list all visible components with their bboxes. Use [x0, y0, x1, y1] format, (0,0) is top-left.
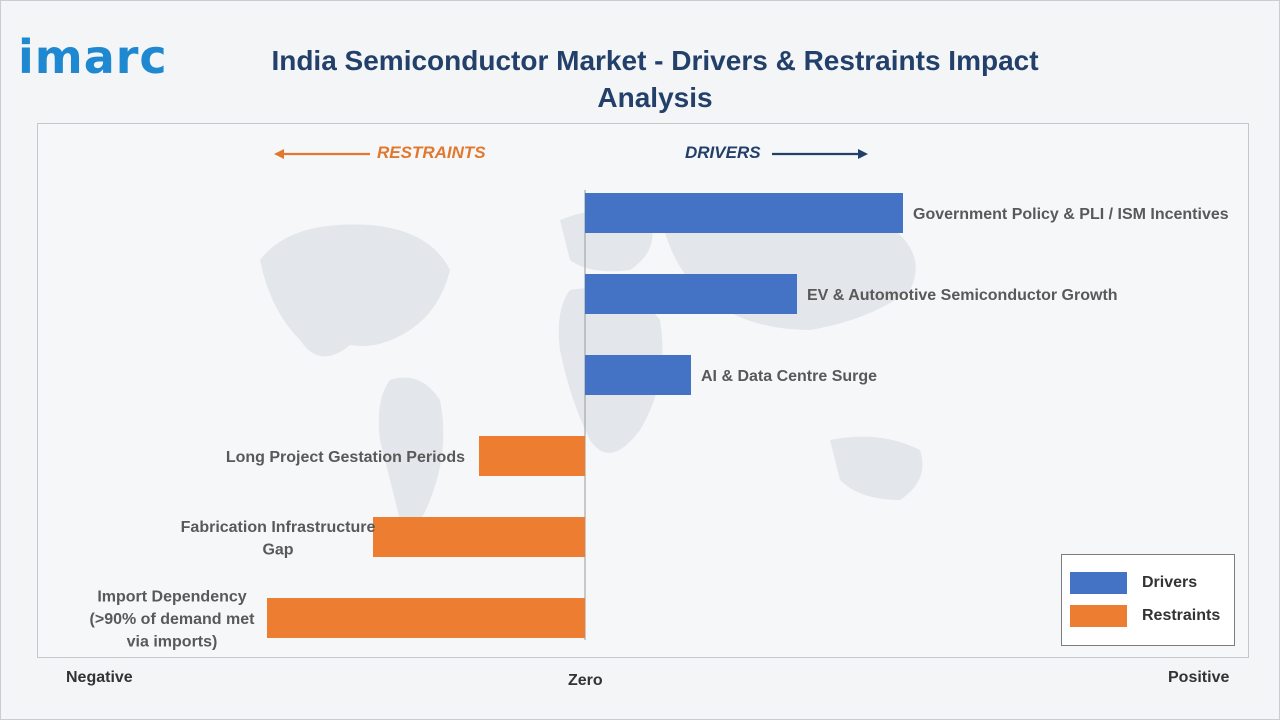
bar-label-3: Long Project Gestation Periods [226, 449, 465, 466]
bar-drivers-2 [585, 355, 691, 395]
legend: Drivers Restraints [1061, 554, 1235, 646]
restraints-arrow-icon [274, 149, 370, 159]
bar-restraints-5 [267, 598, 585, 638]
imarc-logo: imarc [18, 30, 168, 84]
legend-swatch-restraints [1070, 605, 1127, 627]
bar-drivers-0 [585, 193, 903, 233]
bar-restraints-4 [373, 517, 585, 557]
bar-label-0: Government Policy & PLI / ISM Incentives [913, 206, 1229, 223]
bar-label-4: Fabrication Infrastructure Gap [181, 519, 376, 559]
drivers-direction-label: DRIVERS [685, 143, 761, 162]
legend-swatch-drivers [1070, 572, 1127, 594]
bar-label-2: AI & Data Centre Surge [701, 368, 877, 385]
axis-label-zero: Zero [568, 672, 603, 689]
bar-restraints-3 [479, 436, 585, 476]
bar-label-5: Import Dependency (>90% of demand met via … [90, 589, 256, 651]
chart-title-line1: India Semiconductor Market - Drivers & R… [271, 45, 1039, 113]
bar-label-1: EV & Automotive Semiconductor Growth [807, 287, 1118, 304]
bar-drivers-1 [585, 274, 797, 314]
restraints-direction-label: RESTRAINTS [377, 143, 486, 162]
legend-label-drivers: Drivers [1142, 574, 1198, 591]
axis-label-positive: Positive [1168, 669, 1230, 686]
legend-label-restraints: Restraints [1142, 607, 1221, 624]
axis-label-negative: Negative [66, 669, 133, 686]
drivers-arrow-icon [772, 149, 868, 159]
